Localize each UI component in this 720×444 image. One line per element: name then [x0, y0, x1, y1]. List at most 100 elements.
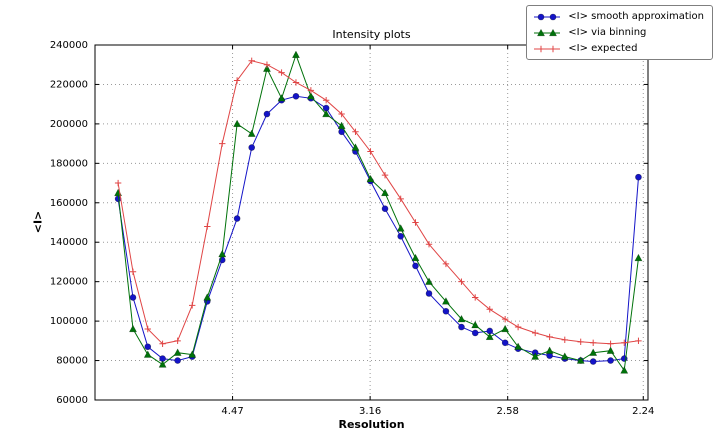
- circle-marker-icon: [233, 215, 241, 222]
- x-tick-label: 2.58: [497, 406, 519, 417]
- plus-marker-icon: [159, 340, 166, 347]
- triangle-marker-icon: [381, 188, 390, 197]
- plus-marker-icon: [204, 223, 211, 230]
- plus-marker-icon: [307, 87, 315, 94]
- triangle-marker-icon: [203, 293, 212, 301]
- triangle-marker-icon: [545, 346, 554, 354]
- triangle-marker-icon: [277, 93, 286, 102]
- legend-label-via-binning: <I> via binning: [568, 27, 647, 38]
- circle-marker-icon: [442, 307, 450, 315]
- legend-label-expected: <I> expected: [568, 43, 638, 54]
- plus-marker-icon: [621, 339, 628, 347]
- plus-marker-icon: [278, 69, 285, 76]
- plus-marker-icon: [174, 337, 181, 345]
- triangle-marker-icon: [424, 277, 434, 285]
- y-tick-label: 120000: [50, 277, 88, 288]
- triangle-marker-icon: [531, 352, 540, 360]
- triangle-marker-icon: [441, 297, 450, 305]
- plus-marker-icon: [367, 148, 374, 155]
- plus-marker-icon: [129, 268, 137, 276]
- circle-marker-icon: [607, 357, 614, 364]
- plus-marker-icon: [322, 97, 330, 104]
- legend-item-expected: <I> expected: [532, 41, 704, 56]
- triangle-marker-icon: [471, 320, 480, 329]
- circle-marker-icon: [263, 110, 271, 118]
- plus-marker-icon: [550, 45, 557, 52]
- x-tick-label: 4.47: [221, 406, 243, 417]
- triangle-marker-icon: [322, 109, 331, 118]
- legend-label-smooth-approximation: <I> smooth approximation: [568, 11, 704, 22]
- circle-marker-icon: [144, 343, 152, 351]
- x-tick-label: 2.24: [632, 406, 654, 417]
- plus-marker-icon: [189, 302, 196, 309]
- x-tick-label: 3.16: [359, 406, 381, 417]
- triangle-marker-icon: [576, 356, 585, 364]
- circle-marker-icon: [537, 13, 545, 20]
- plus-marker-icon: [538, 45, 545, 52]
- plus-marker-icon: [338, 110, 345, 118]
- plus-marker-icon: [114, 179, 122, 187]
- triangle-marker-icon: [158, 360, 167, 368]
- triangle-marker-icon: [606, 346, 615, 354]
- y-tick-label: 200000: [50, 119, 88, 130]
- triangle-marker-icon: [514, 342, 523, 350]
- plus-marker-icon: [561, 336, 568, 344]
- plus-marker-icon: [397, 195, 404, 203]
- chart-title: Intensity plots: [332, 28, 411, 41]
- legend-item-smooth-approximation: <I> smooth approximation: [532, 9, 704, 24]
- plus-marker-icon: [589, 339, 597, 347]
- triangle-marker-icon: [188, 350, 197, 358]
- plus-marker-icon: [514, 323, 522, 331]
- circle-marker-icon: [129, 294, 137, 301]
- circle-marker-icon: [381, 205, 389, 212]
- triangle-marker-icon: [485, 332, 494, 341]
- plus-marker-icon: [219, 140, 226, 147]
- y-tick-label: 180000: [50, 158, 88, 169]
- circle-marker-icon: [248, 144, 256, 151]
- legend-marker-expected-icon: [532, 43, 562, 55]
- circle-marker-icon: [174, 357, 181, 364]
- plus-marker-icon: [233, 77, 241, 84]
- series-line-2: [117, 60, 639, 345]
- circle-marker-icon: [635, 173, 642, 181]
- y-tick-label: 240000: [50, 40, 88, 51]
- circle-marker-icon: [412, 262, 419, 270]
- triangle-marker-icon: [128, 324, 138, 333]
- triangle-marker-icon: [560, 352, 569, 360]
- plus-marker-icon: [635, 337, 642, 345]
- circle-marker-icon: [501, 339, 509, 347]
- series-line-1: [117, 53, 639, 372]
- triangle-marker-icon: [262, 64, 271, 72]
- plus-marker-icon: [248, 57, 255, 64]
- triangle-marker-icon: [247, 129, 256, 137]
- triangle-marker-icon: [143, 350, 152, 358]
- circle-marker-icon: [549, 13, 557, 20]
- legend-marker-smooth-approximation-icon: [532, 11, 562, 23]
- plus-marker-icon: [263, 61, 271, 68]
- legend-item-via-binning: <I> via binning: [532, 25, 704, 40]
- triangle-marker-icon: [291, 50, 300, 59]
- triangle-marker-icon: [351, 143, 360, 151]
- triangle-marker-icon: [337, 121, 346, 130]
- triangle-marker-icon: [589, 348, 598, 356]
- legend: <I> smooth approximation <I> via binning…: [526, 5, 713, 60]
- triangle-marker-icon: [411, 253, 420, 262]
- triangle-marker-icon: [634, 253, 643, 262]
- plus-marker-icon: [577, 338, 584, 346]
- circle-marker-icon: [292, 92, 300, 100]
- triangle-marker-icon: [306, 91, 315, 100]
- plus-marker-icon: [531, 329, 539, 337]
- triangle-marker-icon: [549, 28, 558, 36]
- y-tick-label: 140000: [50, 237, 88, 248]
- triangle-marker-icon: [114, 188, 123, 197]
- triangle-marker-icon: [457, 314, 466, 323]
- plus-marker-icon: [352, 128, 359, 135]
- plus-marker-icon: [425, 240, 433, 248]
- plus-marker-icon: [412, 219, 419, 226]
- triangle-marker-icon: [366, 174, 375, 183]
- triangle-marker-icon: [218, 249, 227, 258]
- circle-marker-icon: [425, 290, 433, 297]
- plus-marker-icon: [501, 315, 509, 323]
- plot-border: [94, 44, 649, 401]
